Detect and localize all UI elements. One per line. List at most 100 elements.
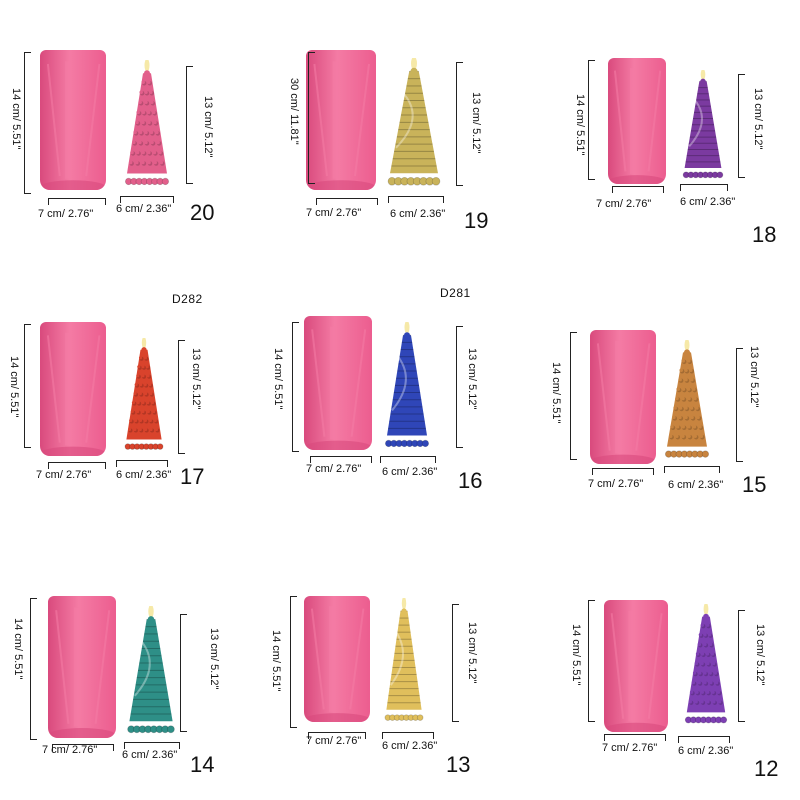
mold-width-label: 7 cm/ 2.76" bbox=[42, 744, 98, 756]
silicone-mold bbox=[306, 50, 376, 190]
mold-height-dimension bbox=[292, 322, 299, 452]
candle-width-label: 6 cm/ 2.36" bbox=[122, 749, 178, 761]
candle-width-dimension bbox=[120, 196, 174, 203]
candle-width-dimension bbox=[664, 466, 720, 473]
silicone-mold bbox=[304, 316, 372, 450]
candle-height-label: 13 cm/ 5.12" bbox=[754, 624, 766, 686]
silicone-mold bbox=[304, 596, 370, 722]
product-cell: 14 cm/ 5.51" 13 cm/ 5.12" 7 cm/ 2.76" 6 cm/… bbox=[0, 532, 266, 798]
mold-height-label: 14 cm/ 5.51" bbox=[12, 618, 24, 680]
candle-width-label: 6 cm/ 2.36" bbox=[680, 196, 736, 208]
tree-candle bbox=[124, 606, 178, 740]
mold-width-dimension bbox=[48, 198, 106, 205]
candle-height-dimension bbox=[180, 614, 187, 732]
candle-height-label: 13 cm/ 5.12" bbox=[208, 628, 220, 690]
product-cell: 14 cm/ 5.51" 13 cm/ 5.12" 7 cm/ 2.76" 6 cm/… bbox=[266, 532, 532, 798]
silicone-mold bbox=[48, 596, 116, 738]
product-number: 18 bbox=[752, 222, 777, 247]
candle-width-dimension bbox=[116, 460, 168, 467]
product-cell: 14 cm/ 5.51" 13 cm/ 5.12" 7 cm/ 2.76" 6 cm/… bbox=[532, 532, 798, 798]
product-cell: 14 cm/ 5.51" 13 cm/ 5.12" 7 cm/ 2.76" 6 cm/… bbox=[532, 0, 798, 266]
candle-width-label: 6 cm/ 2.36" bbox=[382, 466, 438, 478]
candle-width-label: 6 cm/ 2.36" bbox=[116, 203, 172, 215]
silicone-mold bbox=[40, 322, 106, 456]
mold-height-label: 14 cm/ 5.51" bbox=[8, 356, 20, 418]
mold-width-dimension bbox=[308, 732, 366, 739]
silicone-mold bbox=[590, 330, 656, 464]
mold-width-dimension bbox=[604, 734, 666, 741]
mold-height-dimension bbox=[570, 332, 577, 460]
candle-height-label: 13 cm/ 5.12" bbox=[748, 346, 760, 408]
candle-height-label: 13 cm/ 5.12" bbox=[466, 622, 478, 684]
candle-width-label: 6 cm/ 2.36" bbox=[678, 745, 734, 757]
mold-height-label: 14 cm/ 5.51" bbox=[272, 348, 284, 410]
product-code-d282: D282 bbox=[172, 292, 203, 306]
mold-width-label: 7 cm/ 2.76" bbox=[596, 198, 652, 210]
silicone-mold bbox=[40, 50, 106, 190]
tree-candle bbox=[384, 58, 444, 192]
mold-height-label: 14 cm/ 5.51" bbox=[270, 630, 282, 692]
candle-width-dimension bbox=[382, 732, 434, 739]
product-cell: 30 cm/ 11.81" 13 cm/ 5.12" 7 cm/ 2.76" 6 cm… bbox=[266, 0, 532, 266]
mold-height-label: 14 cm/ 5.51" bbox=[574, 94, 586, 156]
product-code-d281: D281 bbox=[440, 286, 471, 300]
mold-width-dimension bbox=[310, 456, 372, 463]
candle-width-dimension bbox=[380, 456, 436, 463]
tree-candle bbox=[122, 60, 172, 192]
mold-width-dimension bbox=[612, 186, 664, 193]
tree-candle bbox=[662, 340, 712, 464]
mold-width-dimension bbox=[48, 462, 106, 469]
candle-width-label: 6 cm/ 2.36" bbox=[116, 469, 172, 481]
mold-width-label: 7 cm/ 2.76" bbox=[588, 478, 644, 490]
product-number: 13 bbox=[446, 752, 471, 777]
candle-height-dimension bbox=[738, 610, 745, 722]
product-cell: 14 cm/ 5.51" 13 cm/ 5.12" 7 cm/ 2.76" 6 cm/… bbox=[532, 266, 798, 532]
product-number: 19 bbox=[464, 208, 489, 233]
product-cell: 14 cm/ 5.51" 13 cm/ 5.12" 7 cm/ 2.76" 6 cm/… bbox=[0, 0, 266, 266]
product-number: 14 bbox=[190, 752, 215, 777]
candle-height-label: 13 cm/ 5.12" bbox=[466, 348, 478, 410]
candle-width-dimension bbox=[124, 742, 180, 749]
silicone-mold bbox=[604, 600, 668, 732]
mold-width-label: 7 cm/ 2.76" bbox=[38, 208, 94, 220]
mold-height-dimension bbox=[24, 324, 31, 448]
product-number: 20 bbox=[190, 200, 215, 225]
candle-height-label: 13 cm/ 5.12" bbox=[190, 348, 202, 410]
tree-candle bbox=[382, 598, 426, 728]
candle-height-dimension bbox=[186, 66, 193, 184]
mold-height-dimension bbox=[308, 52, 315, 184]
candle-width-label: 6 cm/ 2.36" bbox=[390, 208, 446, 220]
product-number: 17 bbox=[180, 464, 205, 489]
product-number: 12 bbox=[754, 756, 779, 781]
tree-candle bbox=[680, 70, 726, 184]
candle-height-label: 13 cm/ 5.12" bbox=[202, 96, 214, 158]
mold-height-dimension bbox=[290, 596, 297, 728]
mold-height-dimension bbox=[588, 60, 595, 180]
mold-height-label: 14 cm/ 5.51" bbox=[10, 88, 22, 150]
tree-candle bbox=[122, 338, 166, 456]
tree-candle bbox=[382, 322, 432, 454]
mold-width-dimension bbox=[316, 198, 378, 205]
product-number: 16 bbox=[458, 468, 483, 493]
candle-width-dimension bbox=[388, 196, 444, 203]
product-number: 15 bbox=[742, 472, 767, 497]
mold-width-label: 7 cm/ 2.76" bbox=[306, 463, 362, 475]
mold-height-label: 14 cm/ 5.51" bbox=[550, 362, 562, 424]
candle-height-dimension bbox=[738, 74, 745, 178]
candle-height-dimension bbox=[452, 604, 459, 722]
candle-height-label: 13 cm/ 5.12" bbox=[752, 88, 764, 150]
mold-height-dimension bbox=[24, 52, 31, 194]
mold-width-label: 7 cm/ 2.76" bbox=[306, 735, 362, 747]
candle-height-label: 13 cm/ 5.12" bbox=[470, 92, 482, 154]
candle-width-dimension bbox=[678, 736, 730, 743]
mold-width-dimension bbox=[592, 468, 654, 475]
mold-width-label: 7 cm/ 2.76" bbox=[602, 742, 658, 754]
mold-height-dimension bbox=[588, 600, 595, 722]
mold-width-dimension bbox=[52, 744, 114, 751]
mold-height-dimension bbox=[30, 598, 37, 740]
candle-height-dimension bbox=[456, 326, 463, 448]
silicone-mold bbox=[608, 58, 666, 184]
candle-height-dimension bbox=[178, 340, 185, 454]
mold-width-label: 7 cm/ 2.76" bbox=[306, 207, 362, 219]
product-cell: 14 cm/ 5.51" 13 cm/ 5.12" 7 cm/ 2.76" 6 cm/… bbox=[0, 266, 266, 532]
